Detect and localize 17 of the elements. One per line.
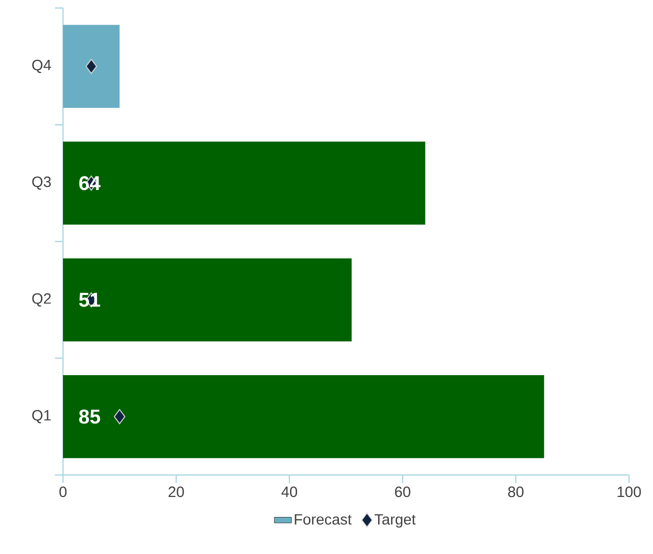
x-tick-label: 0	[59, 486, 67, 498]
legend-label: Forecast	[294, 514, 352, 525]
x-tick-label: 60	[395, 486, 410, 498]
y-tick-label: Q2	[32, 293, 51, 307]
x-tick-label: 100	[618, 486, 641, 498]
data-label: 85	[79, 410, 100, 424]
bar	[63, 24, 120, 108]
bar	[63, 142, 426, 225]
bar	[63, 258, 352, 342]
y-tick-label: Q3	[32, 176, 51, 190]
x-tick-label: 40	[281, 486, 298, 498]
x-tick-label: 80	[508, 486, 524, 498]
legend-label: Target	[374, 514, 416, 528]
y-tick-label: Q1	[32, 410, 51, 424]
y-tick-label: Q4	[32, 60, 52, 74]
bar	[63, 375, 544, 458]
x-tick-label: 20	[168, 486, 184, 498]
